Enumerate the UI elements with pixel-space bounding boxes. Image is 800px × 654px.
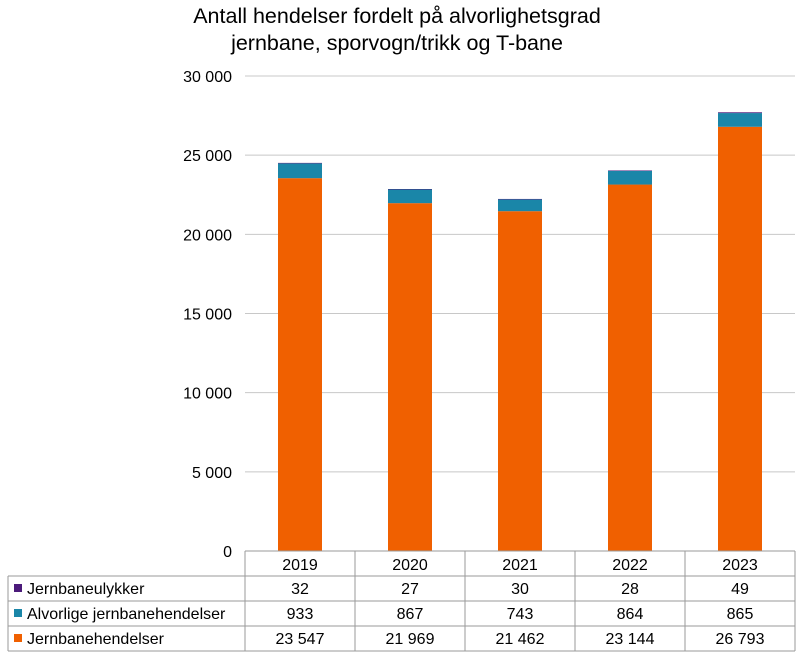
- data-label: 864: [617, 606, 644, 623]
- legend-label: Jernbaneulykker: [27, 581, 145, 598]
- data-label: 743: [507, 606, 534, 623]
- bar-jernbaneulykker-2022: [608, 170, 652, 171]
- legend-label: Alvorlige jernbanehendelser: [27, 606, 226, 623]
- bar-alvorlige-jernbanehendelser-2022: [608, 170, 652, 185]
- y-tick-label: 25 000: [183, 148, 232, 165]
- bar-jernbanehendelser-2023: [718, 126, 762, 551]
- y-tick-label: 15 000: [183, 307, 232, 324]
- x-tick-label: 2019: [282, 557, 318, 574]
- bar-jernbaneulykker-2021: [498, 198, 542, 200]
- bar-alvorlige-jernbanehendelser-2021: [498, 199, 542, 212]
- y-tick-label: 0: [223, 544, 232, 561]
- bar-jernbanehendelser-2021: [498, 211, 542, 551]
- data-label: 27: [401, 581, 419, 598]
- y-tick-label: 30 000: [183, 69, 232, 86]
- data-label: 26 793: [716, 631, 765, 648]
- legend-swatch: [14, 634, 22, 642]
- x-tick-label: 2021: [502, 557, 538, 574]
- bar-jernbaneulykker-2020: [388, 189, 432, 190]
- data-label: 21 462: [496, 631, 545, 648]
- data-label: 49: [731, 581, 749, 598]
- bar-jernbanehendelser-2019: [278, 178, 322, 552]
- y-axis-ticks: 0 5 000 10 000 15 000 20 000 25 000 30 000: [183, 69, 232, 561]
- y-tick-label: 5 000: [192, 465, 232, 482]
- data-label: 32: [291, 581, 309, 598]
- x-tick-label: 2022: [612, 557, 648, 574]
- bar-jernbanehendelser-2022: [608, 184, 652, 551]
- x-tick-label: 2023: [722, 557, 758, 574]
- bars: [278, 112, 762, 552]
- bar-jernbaneulykker-2023: [718, 112, 762, 114]
- bar-jernbaneulykker-2019: [278, 162, 322, 164]
- data-label: 867: [397, 606, 424, 623]
- bar-alvorlige-jernbanehendelser-2019: [278, 163, 322, 179]
- data-label: 23 547: [276, 631, 325, 648]
- legend-swatch: [14, 609, 22, 617]
- data-label: 865: [727, 606, 754, 623]
- data-label: 933: [287, 606, 314, 623]
- y-tick-label: 20 000: [183, 227, 232, 244]
- x-tick-label: 2020: [392, 557, 428, 574]
- bar-alvorlige-jernbanehendelser-2020: [388, 189, 432, 204]
- y-tick-label: 10 000: [183, 386, 232, 403]
- bar-jernbanehendelser-2020: [388, 203, 432, 551]
- data-label: 23 144: [606, 631, 655, 648]
- data-label: 28: [621, 581, 639, 598]
- legend-swatch: [14, 584, 22, 592]
- data-label: 21 969: [386, 631, 435, 648]
- chart-subtitle: jernbane, sporvogn/trikk og T-bane: [230, 31, 563, 55]
- legend-label: Jernbanehendelser: [27, 631, 165, 648]
- data-label: 30: [511, 581, 529, 598]
- data-table: 2019 2020 2021 2022 2023 Jernbaneulykker 32 27 3…: [7, 550, 796, 652]
- bar-alvorlige-jernbanehendelser-2023: [718, 113, 762, 127]
- chart-title: Antall hendelser fordelt på alvorlighets…: [193, 4, 601, 28]
